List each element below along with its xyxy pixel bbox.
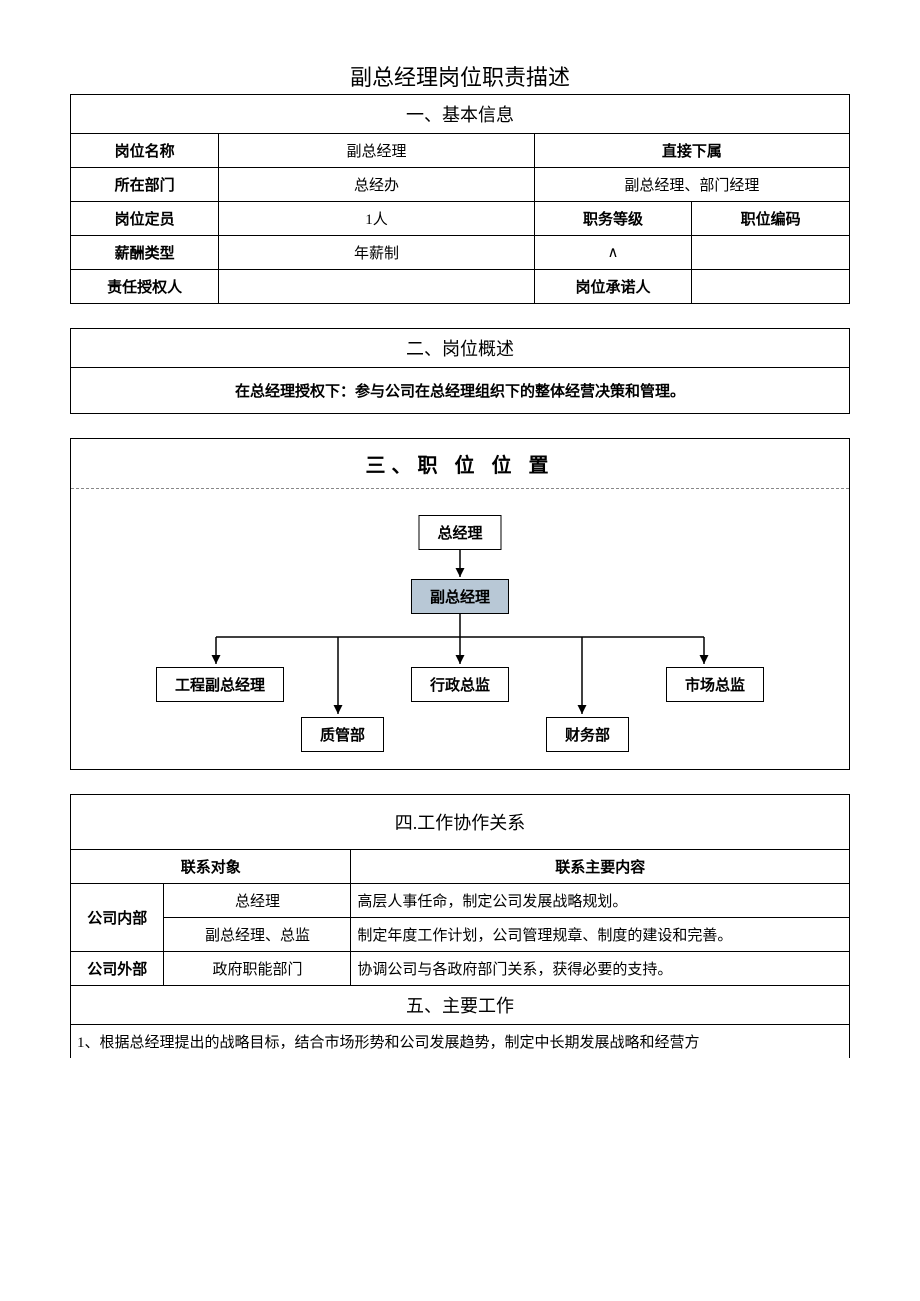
section3-header: 三、职 位 位 置	[71, 439, 849, 489]
org-chart: 总经理 副总经理 工程副总经理 行政总监 市场总监 质管部 财务部	[71, 489, 849, 769]
section2-header: 二、岗位概述	[71, 329, 850, 368]
section2-content: 在总经理授权下：参与公司在总经理组织下的整体经营决策和管理。	[71, 368, 850, 414]
value-commit-person	[692, 270, 850, 304]
section1-header: 一、基本信息	[71, 95, 850, 134]
section5-item1: 1、根据总经理提出的战略目标，结合市场形势和公司发展趋势，制定中长期发展战略和经…	[71, 1025, 850, 1059]
row1-who: 副总经理、总监	[164, 918, 351, 952]
label-headcount: 岗位定员	[71, 202, 219, 236]
label-position-name: 岗位名称	[71, 134, 219, 168]
col-contact: 联系对象	[71, 850, 351, 884]
label-commit-person: 岗位承诺人	[534, 270, 692, 304]
value-position-name: 副总经理	[219, 134, 534, 168]
org-node-c2: 财务部	[546, 717, 629, 752]
row0-who: 总经理	[164, 884, 351, 918]
value-direct-reports: 副总经理、部门经理	[534, 168, 849, 202]
label-salary-type: 薪酬类型	[71, 236, 219, 270]
label-direct-reports: 直接下属	[534, 134, 849, 168]
section4-header: 四.工作协作关系	[71, 795, 850, 850]
external-label: 公司外部	[71, 952, 164, 986]
row2-who: 政府职能部门	[164, 952, 351, 986]
row2-what: 协调公司与各政府部门关系，获得必要的支持。	[351, 952, 850, 986]
org-chart-container: 三、职 位 位 置 总经理 副总经理 工程副总经理 行政总监 市场	[70, 438, 850, 770]
value-headcount: 1人	[219, 202, 534, 236]
org-node-gm: 总经理	[418, 515, 501, 550]
value-authorizer	[219, 270, 534, 304]
org-node-b2: 行政总监	[411, 667, 509, 702]
row0-what: 高层人事任命，制定公司发展战略规划。	[351, 884, 850, 918]
label-authorizer: 责任授权人	[71, 270, 219, 304]
org-node-b1: 工程副总经理	[156, 667, 284, 702]
label-job-code: 职位编码	[692, 202, 850, 236]
value-salary-type: 年薪制	[219, 236, 534, 270]
org-node-c1: 质管部	[301, 717, 384, 752]
value-salary-mark: ∧	[534, 236, 692, 270]
empty-cell	[692, 236, 850, 270]
basic-info-table: 一、基本信息 岗位名称 副总经理 直接下属 所在部门 总经办 副总经理、部门经理…	[70, 94, 850, 304]
org-node-dgm: 副总经理	[411, 579, 509, 614]
section5-header: 五、主要工作	[71, 986, 850, 1025]
org-node-b3: 市场总监	[666, 667, 764, 702]
internal-label: 公司内部	[71, 884, 164, 952]
cooperation-table: 四.工作协作关系 联系对象 联系主要内容 公司内部 总经理 高层人事任命，制定公…	[70, 794, 850, 1058]
overview-table: 二、岗位概述 在总经理授权下：参与公司在总经理组织下的整体经营决策和管理。	[70, 328, 850, 414]
col-content: 联系主要内容	[351, 850, 850, 884]
document-title: 副总经理岗位职责描述	[70, 60, 850, 92]
row1-what: 制定年度工作计划，公司管理规章、制度的建设和完善。	[351, 918, 850, 952]
value-department: 总经办	[219, 168, 534, 202]
label-job-level: 职务等级	[534, 202, 692, 236]
label-department: 所在部门	[71, 168, 219, 202]
